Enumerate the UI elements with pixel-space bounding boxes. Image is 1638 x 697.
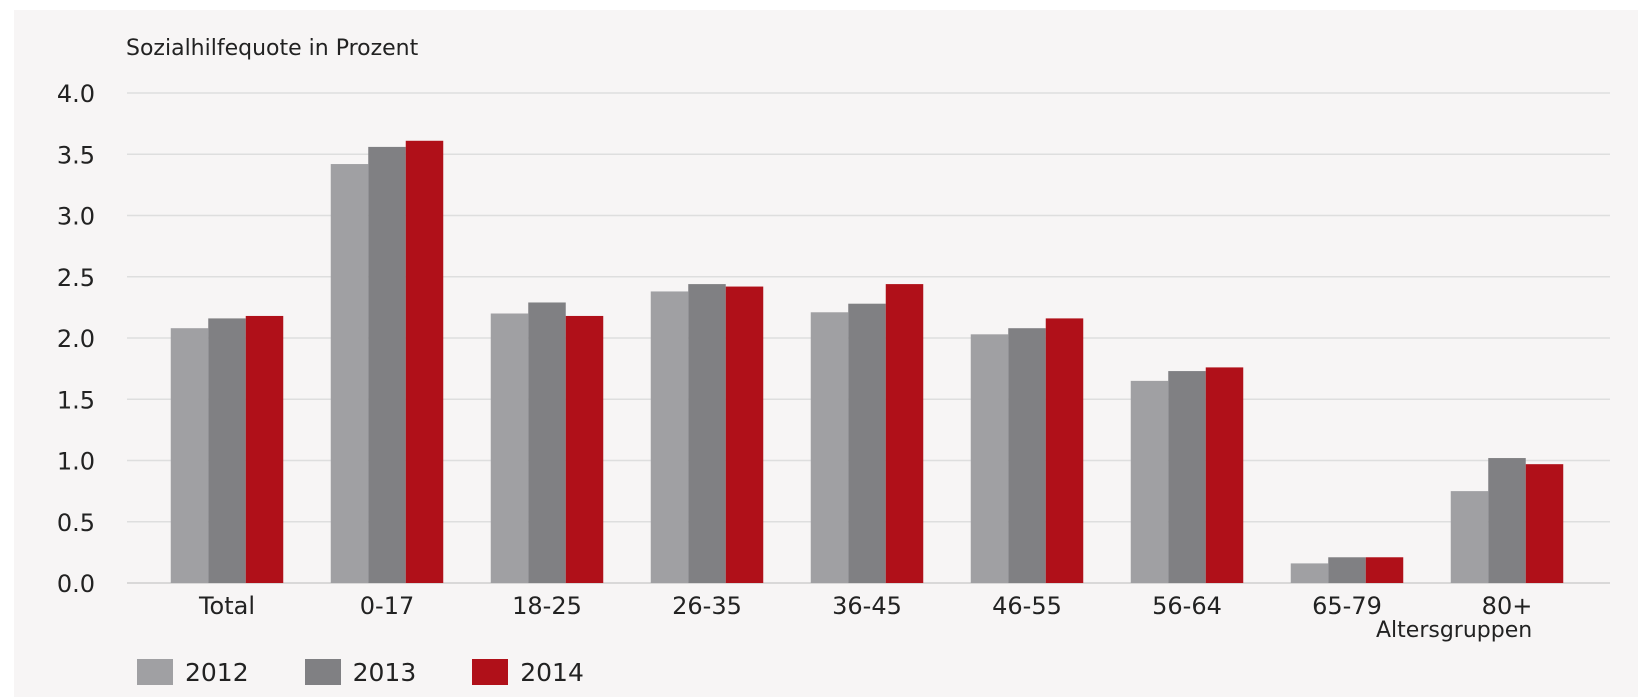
legend-item-2012: 2012: [137, 658, 249, 687]
bar-2013-65-79: [1328, 557, 1366, 583]
bar-2014-46-55: [1045, 318, 1084, 583]
legend-swatch: [137, 659, 173, 685]
y-tick-label: 3.5: [57, 141, 95, 169]
x-tick-label: 26-35: [672, 592, 742, 620]
y-tick-label: 2.5: [57, 264, 95, 292]
bar-2012-46-55: [970, 334, 1009, 583]
y-tick-label: 2.0: [57, 325, 95, 353]
bar-2013-36-45: [848, 303, 886, 583]
x-tick-label: 36-45: [832, 592, 902, 620]
bar-2013-56-64: [1168, 371, 1206, 583]
y-axis-ticks: 0.0 0.5 1.0 1.5 2.0 2.5 3.0 3.5 4.0: [57, 80, 95, 598]
bar-2014-65-79: [1365, 557, 1404, 583]
bar-2012-80+: [1450, 491, 1489, 583]
bar-2013-18-25: [528, 302, 566, 583]
bar-2012-56-64: [1130, 380, 1169, 583]
legend-swatch: [472, 659, 509, 685]
y-axis-label: Sozialhilfequote in Prozent: [126, 36, 419, 61]
legend-item-2014: 2014: [472, 658, 584, 687]
y-tick-label: 1.5: [57, 386, 95, 414]
bar-2012-0-17: [330, 164, 369, 584]
bar-2014-26-35: [725, 286, 764, 583]
legend-label: 2014: [520, 657, 584, 687]
x-tick-label: Total: [198, 592, 255, 620]
x-tick-label: 56-64: [1152, 592, 1222, 620]
bar-2013-26-35: [688, 284, 726, 583]
x-tick-label: 80+: [1482, 592, 1533, 620]
bar-2012-26-35: [650, 291, 689, 583]
legend-label: 2013: [352, 657, 417, 687]
x-tick-label: 65-79: [1312, 592, 1382, 620]
bar-2013-80+: [1488, 458, 1526, 583]
legend-item-2013: 2013: [304, 657, 417, 687]
bar-2014-56-64: [1205, 367, 1244, 583]
bar-2013-46-55: [1008, 328, 1046, 583]
bars: [170, 140, 1564, 584]
x-axis-ticks: Total 0-17 18-25 26-35 36-45 46-55 56-64 65-79 8…: [198, 592, 1532, 620]
legend-label: 2012: [185, 657, 249, 687]
y-tick-label: 4.0: [57, 80, 95, 108]
bar-2012-36-45: [810, 312, 849, 583]
bar-2013-0-17: [368, 146, 406, 583]
bar-2014-18-25: [565, 315, 604, 583]
bar-2014-0-17: [405, 140, 444, 583]
x-tick-label: 18-25: [512, 592, 582, 620]
bar-2013-Total: [208, 318, 246, 583]
y-tick-label: 1.0: [57, 448, 95, 476]
x-tick-label: 46-55: [992, 592, 1062, 620]
bar-2014-36-45: [885, 284, 924, 583]
x-tick-label: 0-17: [360, 592, 414, 620]
bar-2014-Total: [245, 315, 284, 583]
bar-2012-65-79: [1290, 563, 1329, 583]
y-tick-label: 3.0: [57, 203, 95, 231]
legend-swatch: [304, 659, 341, 685]
y-tick-label: 0.5: [57, 509, 95, 537]
bar-2014-80+: [1525, 464, 1564, 583]
y-tick-label: 0.0: [57, 570, 95, 598]
bar-2012-18-25: [490, 313, 529, 583]
x-axis-label: Altersgruppen: [1376, 618, 1533, 643]
legend: 2012 2013 2014: [137, 652, 640, 692]
bar-2012-Total: [170, 328, 209, 583]
